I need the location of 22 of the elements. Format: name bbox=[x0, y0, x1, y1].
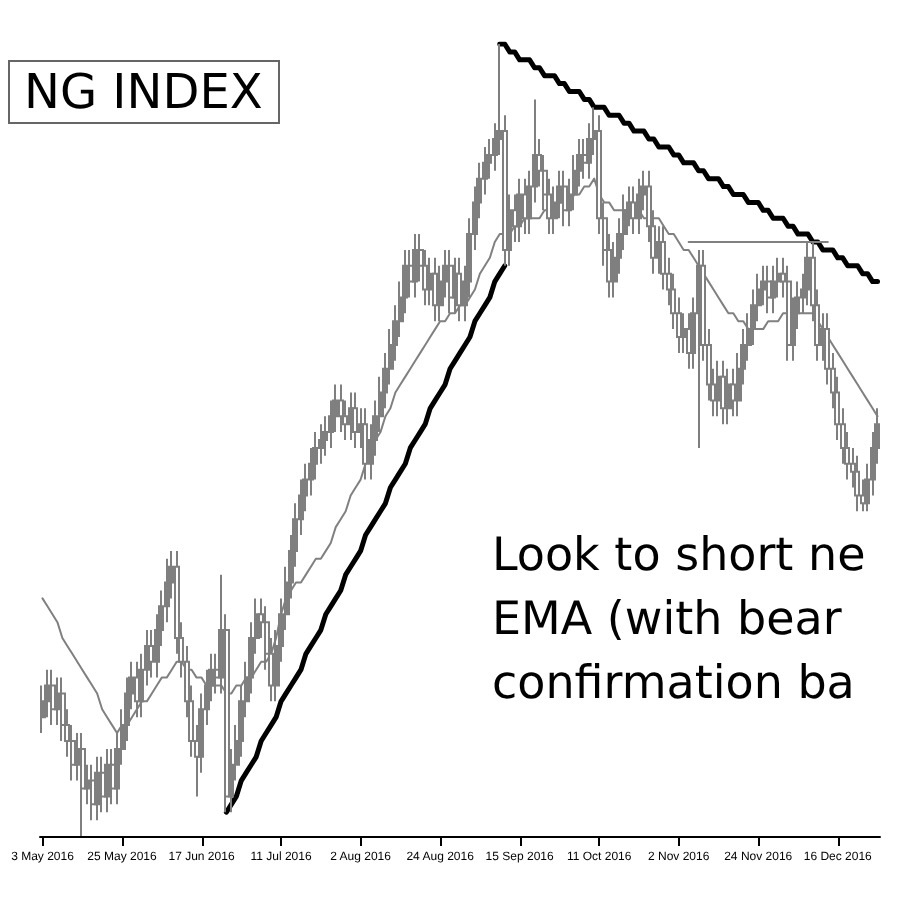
candlestick bbox=[412, 233, 418, 299]
candlestick bbox=[352, 391, 358, 449]
candlestick bbox=[770, 264, 776, 315]
candlestick bbox=[726, 367, 732, 426]
candlestick bbox=[786, 264, 792, 362]
candlestick bbox=[50, 668, 56, 727]
candlestick bbox=[362, 407, 368, 481]
candlestick bbox=[696, 248, 702, 449]
candlestick bbox=[80, 732, 86, 837]
candlestick bbox=[448, 248, 454, 315]
candlestick bbox=[338, 383, 344, 434]
annotation: Look to short ne EMA (with bear confirmation ba bbox=[492, 530, 866, 710]
chart-title: NG INDEX bbox=[24, 64, 263, 120]
candlestick bbox=[94, 755, 100, 822]
candlestick bbox=[766, 264, 772, 315]
candlestick bbox=[854, 454, 860, 513]
candlestick bbox=[104, 747, 110, 814]
candlestick bbox=[432, 256, 438, 323]
candlestick bbox=[562, 169, 568, 228]
candlestick bbox=[720, 359, 726, 426]
candlestick bbox=[456, 256, 462, 323]
candlestick bbox=[348, 391, 354, 441]
